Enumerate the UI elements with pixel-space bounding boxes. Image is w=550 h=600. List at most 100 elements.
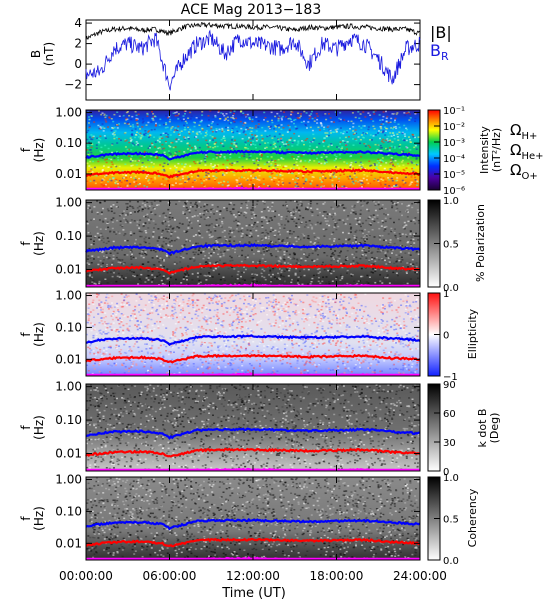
spectrogram-speckle [352,138,354,140]
spectrogram-speckle [415,301,418,303]
spectrogram-speckle [162,165,165,168]
spectrogram-speckle [249,118,251,121]
spectrogram-speckle [356,337,359,339]
spectrogram-speckle [137,160,140,162]
spectrogram-speckle [144,216,147,218]
spectrogram-speckle [284,280,287,283]
spectrogram-speckle [294,200,296,202]
spectrogram-speckle [290,137,293,139]
spectrogram-speckle [337,337,340,339]
spectrogram-speckle [247,327,250,330]
spectrogram-speckle [364,228,367,231]
spectrogram-speckle [343,263,345,265]
spectrogram-speckle [131,160,134,162]
spectrogram-speckle [164,216,167,218]
spectrogram-speckle [130,165,133,167]
y-axis-label-line: (Hz) [32,138,46,163]
spectrogram-speckle [344,223,347,225]
spectrogram-speckle [162,295,165,298]
panel-frame [85,19,421,101]
spectrogram-speckle [197,326,200,328]
spectrogram-speckle [373,200,376,203]
spectrogram-speckle [303,235,306,237]
spectrogram-speckle [129,183,132,185]
spectrogram-speckle [203,274,206,277]
spectrogram-speckle [218,273,221,275]
spectrogram-speckle [371,263,374,265]
spectrogram-speckle [295,240,298,243]
spectrogram-speckle [125,119,128,121]
spectrogram-speckle [312,248,315,250]
spectrogram-speckle [149,147,151,149]
spectrogram-speckle [219,346,222,348]
spectrogram-speckle [144,222,147,224]
spectrogram-speckle [88,275,91,277]
spectrogram-speckle [297,179,300,181]
spectrogram-speckle [182,350,185,352]
spectrogram-speckle [321,295,324,298]
spectrogram-speckle [101,235,104,238]
spectrogram-speckle [184,119,186,121]
spectrogram-speckle [222,253,225,255]
spectrogram-speckle [137,324,140,326]
spectrogram-speckle [161,137,164,139]
spectrogram-speckle [276,168,279,170]
legend-omega-o: ΩO+ [510,161,538,182]
spectrogram-speckle [241,254,243,257]
spectrogram-speckle [241,227,244,229]
spectrogram-speckle [352,242,354,244]
spectrogram-speckle [381,280,384,282]
spectrogram-speckle [206,318,209,321]
spectrogram-speckle [222,262,225,265]
spectrogram-speckle [276,183,279,185]
spectrogram-speckle [230,142,233,145]
spectrogram-speckle [286,141,289,143]
spectrogram-speckle [325,276,328,278]
spectrogram-speckle [397,338,400,341]
spectrogram-speckle [264,278,267,281]
spectrogram-speckle [262,200,265,203]
spectrogram-speckle [338,243,341,246]
spectrogram-speckle [161,229,164,232]
spectrogram-speckle [409,230,412,232]
spectrogram-speckle [302,342,305,345]
spectrogram-speckle [333,121,335,123]
spectrogram-speckle [376,214,379,217]
spectrogram-speckle [249,155,252,157]
spectrogram-speckle [194,274,197,276]
spectrogram-speckle [114,180,117,182]
spectrogram-speckle [86,162,89,164]
spectrogram-speckle [410,141,413,143]
spectrogram-speckle [402,281,405,284]
spectrogram-speckle [98,299,101,301]
spectrogram-speckle [376,360,379,362]
spectrogram-speckle [417,222,420,224]
spectrogram-speckle [334,225,337,227]
spectrogram-speckle [243,279,246,281]
spectrogram-speckle [221,127,224,130]
spectrogram-speckle [245,369,248,371]
spectrogram-speckle [207,262,210,264]
spectrogram-speckle [353,204,356,207]
spectrogram-speckle [165,142,168,144]
spectrogram-speckle [274,142,277,145]
spectrogram-speckle [92,350,95,352]
spectrogram-speckle [373,113,376,115]
spectrogram-speckle [202,250,205,253]
spectrogram-speckle [384,252,387,255]
spectrogram-speckle [140,145,143,147]
spectrogram-speckle [194,302,197,304]
spectrogram-speckle [111,339,114,342]
spectrogram-speckle [267,235,270,238]
spectrogram-speckle [110,315,113,317]
spectrogram-speckle [190,172,193,175]
spectrogram-speckle [229,210,232,213]
spectrogram-speckle [386,274,389,276]
spectrogram-speckle [99,228,102,230]
spectrogram-speckle [362,111,365,113]
spectrogram-speckle [384,180,387,182]
spectrogram-speckle [414,113,417,115]
spectrogram-speckle [167,228,170,230]
spectrogram-speckle [95,144,98,146]
spectrogram-speckle [266,161,269,164]
